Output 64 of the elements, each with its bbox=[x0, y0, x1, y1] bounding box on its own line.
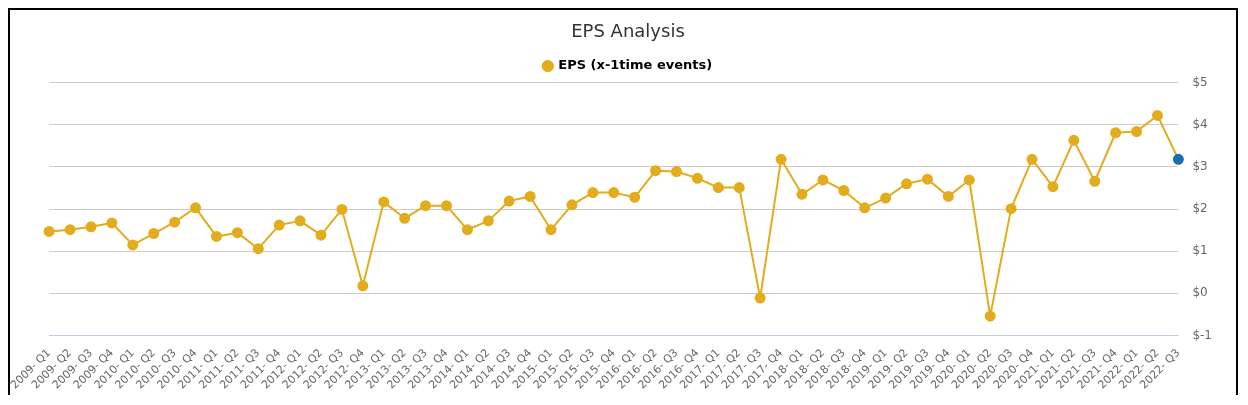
point bbox=[1131, 126, 1143, 137]
y-tick-label: $1 bbox=[1192, 243, 1208, 258]
point bbox=[629, 191, 641, 203]
point bbox=[1068, 134, 1080, 146]
point bbox=[127, 239, 139, 251]
point bbox=[336, 203, 348, 215]
point bbox=[294, 215, 306, 227]
point bbox=[880, 192, 892, 204]
point bbox=[796, 188, 808, 200]
point bbox=[420, 200, 432, 212]
point bbox=[1110, 127, 1122, 139]
point bbox=[252, 243, 264, 255]
point bbox=[733, 182, 745, 194]
point bbox=[461, 224, 473, 236]
point bbox=[524, 190, 536, 202]
y-tick-label: $4 bbox=[1192, 116, 1208, 131]
point bbox=[650, 165, 662, 177]
point bbox=[921, 173, 933, 185]
point bbox=[399, 212, 411, 224]
point bbox=[106, 217, 118, 229]
point bbox=[315, 229, 327, 241]
point bbox=[566, 199, 578, 211]
point bbox=[963, 174, 975, 186]
point bbox=[671, 166, 683, 178]
point bbox=[148, 228, 160, 240]
y-tick-label: $3 bbox=[1192, 159, 1208, 174]
point bbox=[231, 227, 243, 239]
point bbox=[775, 153, 787, 165]
chart-title: EPS Analysis bbox=[571, 20, 685, 42]
y-tick-label: $-1 bbox=[1192, 327, 1213, 342]
point bbox=[608, 187, 620, 199]
point bbox=[169, 216, 181, 228]
point bbox=[984, 310, 996, 322]
point bbox=[440, 200, 452, 212]
point bbox=[1005, 203, 1017, 215]
point bbox=[691, 172, 703, 184]
point bbox=[754, 292, 766, 304]
legend-label: EPS (x-1time events) bbox=[558, 57, 713, 73]
y-tick-label: $2 bbox=[1192, 201, 1208, 216]
point bbox=[587, 187, 599, 199]
point bbox=[712, 182, 724, 194]
point bbox=[43, 225, 55, 237]
point bbox=[1172, 153, 1184, 165]
point bbox=[859, 202, 871, 214]
point bbox=[1151, 109, 1163, 121]
point bbox=[1026, 153, 1038, 165]
y-tick-label: $5 bbox=[1192, 74, 1208, 89]
point bbox=[901, 178, 913, 190]
point bbox=[482, 215, 494, 227]
point bbox=[545, 224, 557, 236]
point bbox=[817, 174, 829, 186]
y-tick-label: $0 bbox=[1192, 285, 1208, 300]
point bbox=[210, 230, 222, 242]
point bbox=[190, 202, 202, 214]
point bbox=[838, 185, 850, 197]
point bbox=[1089, 175, 1101, 187]
point bbox=[942, 190, 954, 202]
point bbox=[357, 280, 369, 292]
point bbox=[503, 195, 515, 207]
point bbox=[85, 221, 97, 233]
point bbox=[378, 196, 390, 208]
point bbox=[1047, 181, 1059, 193]
point bbox=[64, 224, 76, 236]
point bbox=[273, 219, 285, 231]
